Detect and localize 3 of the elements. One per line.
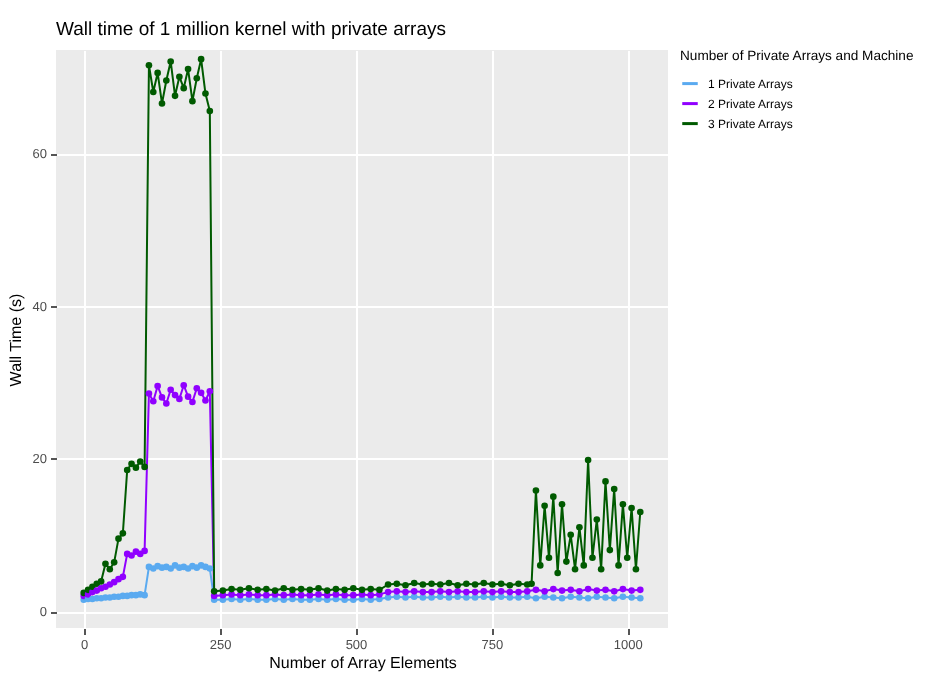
y-axis-title: Wall Time (s): [6, 292, 25, 387]
chart-title: Wall time of 1 million kernel with private arrays: [56, 19, 447, 41]
x-axis-title: Number of Array Elements: [269, 654, 457, 672]
